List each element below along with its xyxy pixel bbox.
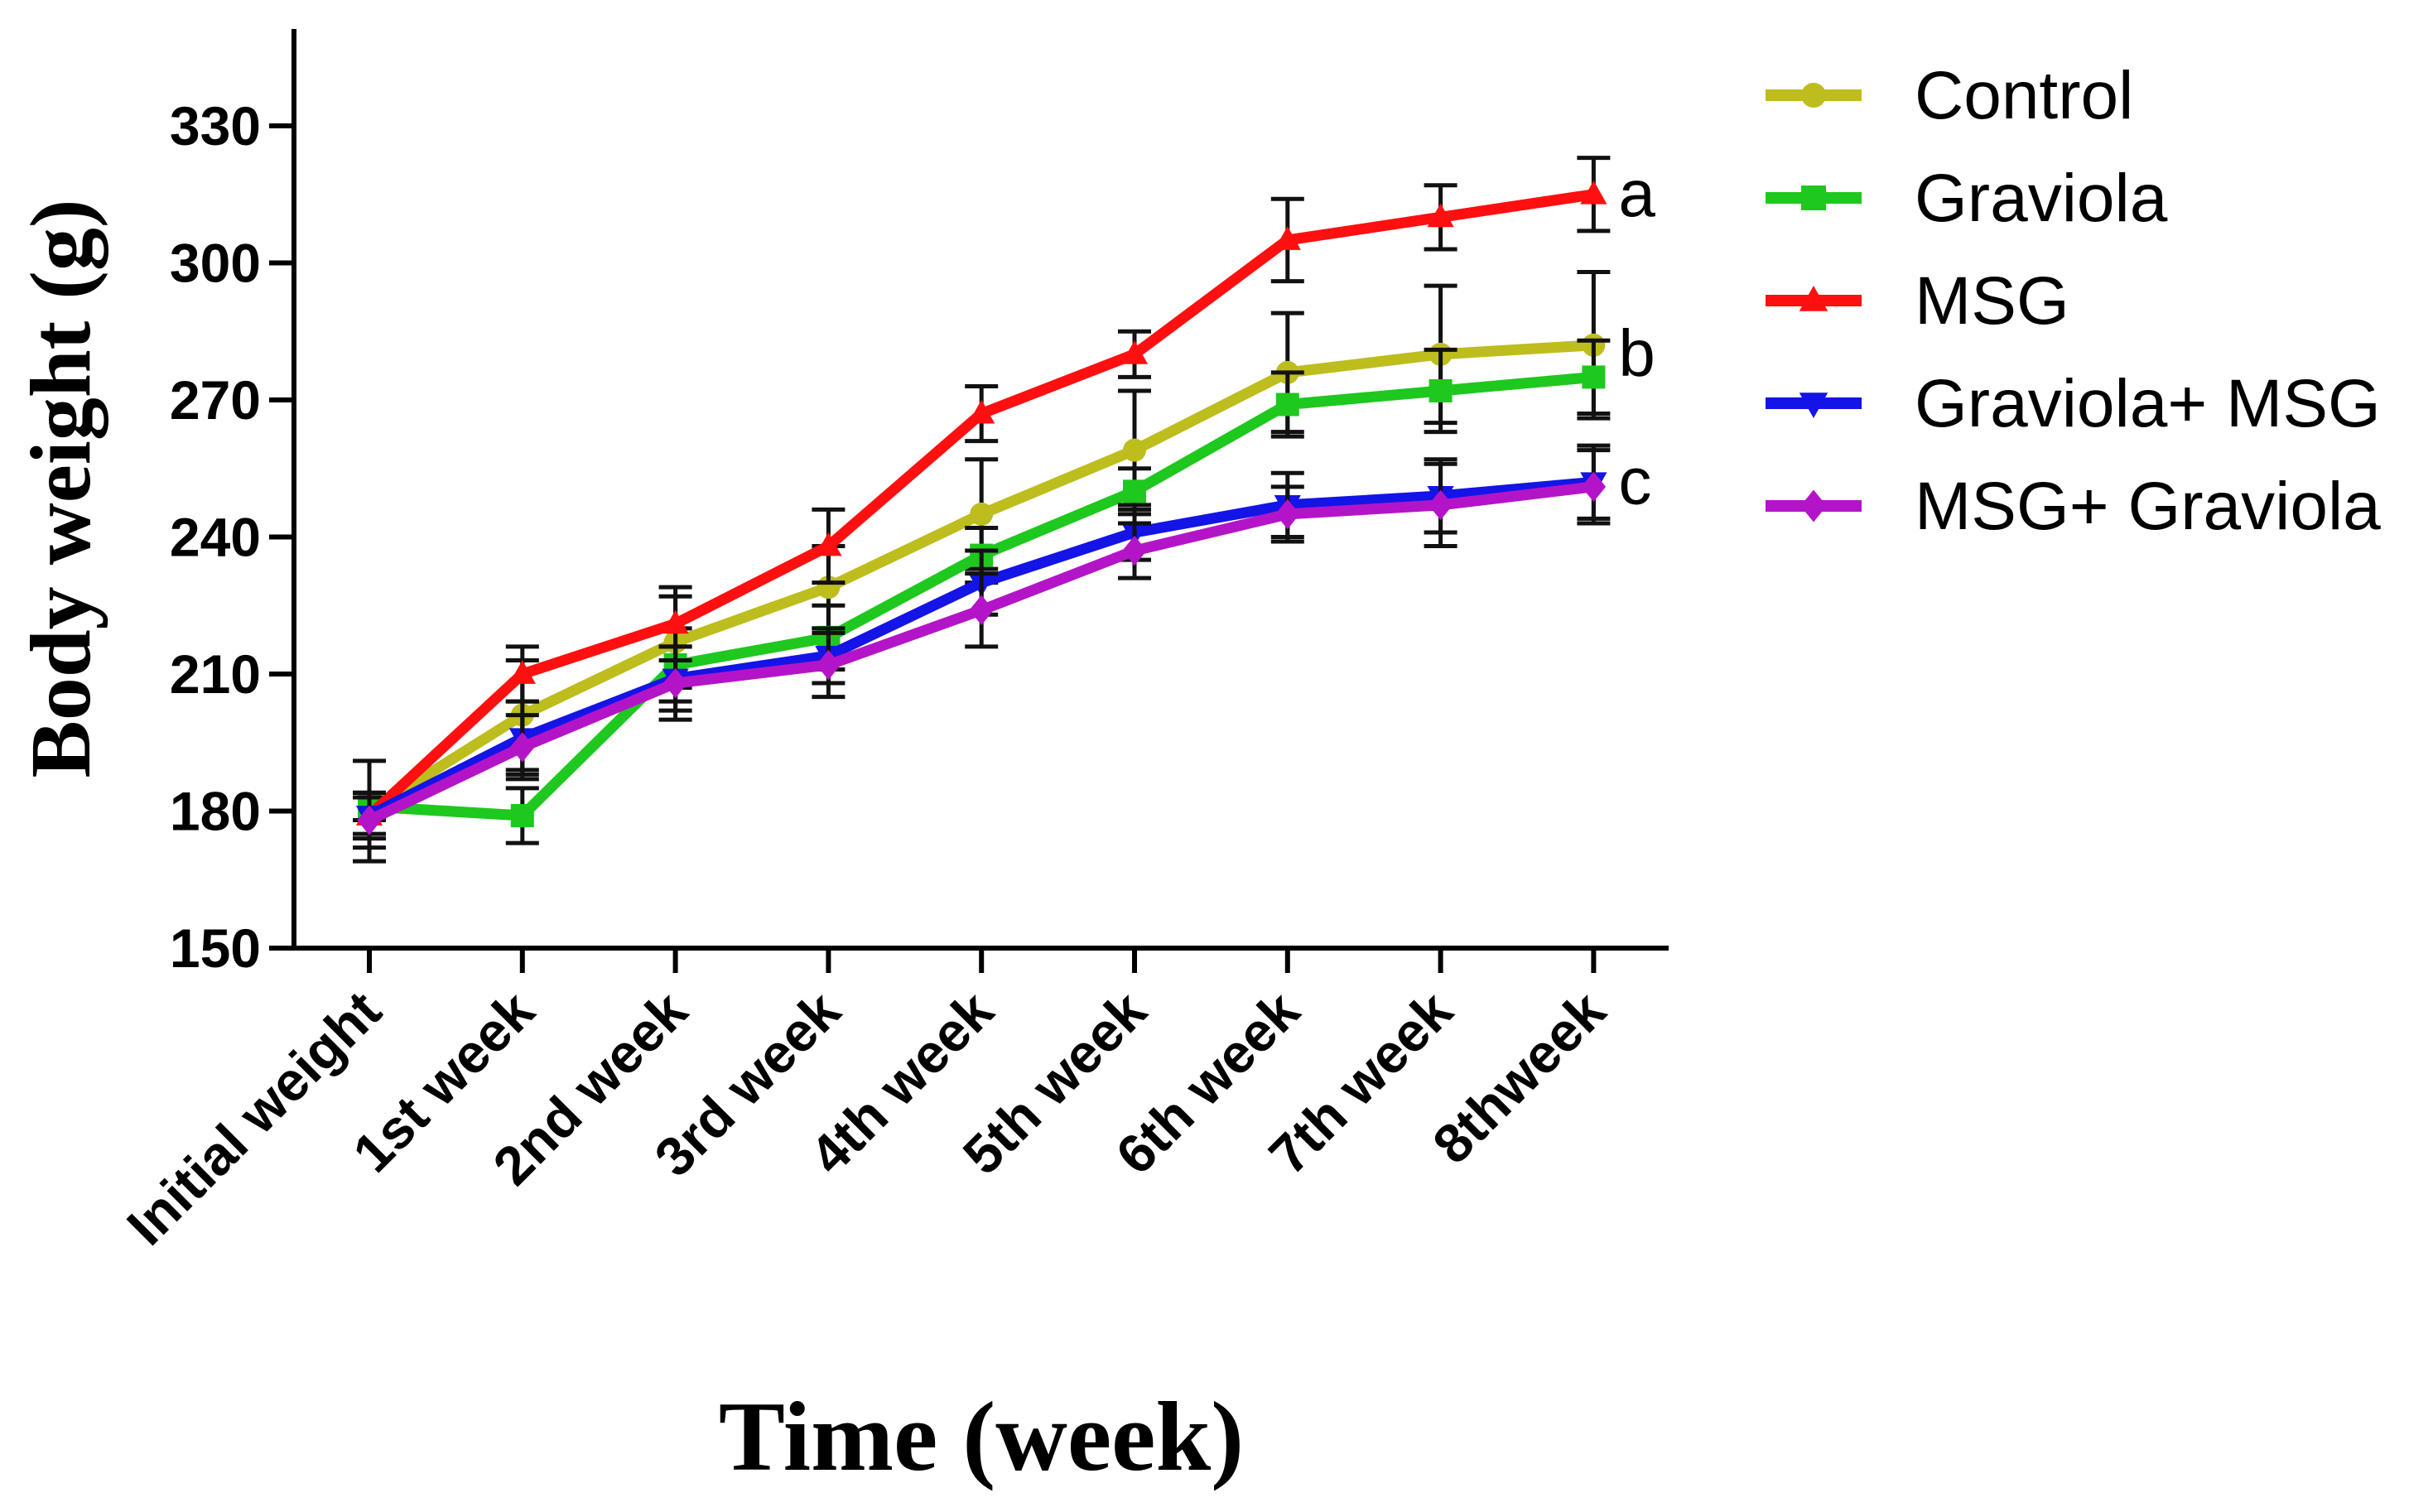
y-tick-label-210: 210	[170, 643, 261, 705]
point-msg-3	[815, 532, 842, 556]
x-tick-label-8thweek: 8thweek	[1421, 979, 1617, 1175]
y-axis-title: Body weight (g)	[13, 199, 108, 778]
point-msg-2	[662, 609, 689, 634]
legend-label-control: Control	[1915, 58, 2133, 133]
point-msg-8	[1580, 180, 1607, 205]
legend-marker-graviola	[1801, 185, 1826, 210]
annotations-group: a bc	[1618, 156, 1655, 518]
y-tick-label-270: 270	[170, 369, 261, 431]
point-control-5	[1123, 438, 1146, 462]
legend-item-graviola: Graviola	[1766, 161, 2168, 236]
point-graviola-6	[1275, 392, 1299, 417]
legend-marker-msg	[1799, 286, 1828, 311]
point-msg-graviola-0	[357, 805, 382, 835]
x-axis-title: Time (week)	[719, 1381, 1244, 1491]
legend-label-graviola: Graviola	[1915, 161, 2168, 236]
legend-marker-msg-graviola	[1800, 489, 1827, 522]
point-control-4	[970, 502, 994, 526]
legend-label-msg-graviola: MSG+ Graviola	[1915, 469, 2381, 544]
point-graviola-1	[510, 804, 534, 828]
point-msg-graviola-2	[662, 667, 688, 699]
point-msg-5	[1120, 340, 1149, 364]
point-msg-7	[1427, 203, 1454, 228]
legend-item-control: Control	[1766, 58, 2133, 133]
point-msg-graviola-4	[969, 595, 994, 625]
point-msg-graviola-6	[1275, 498, 1300, 530]
legend-item-graviola-msg: Graviola+ MSG	[1766, 366, 2381, 441]
series-msg-graviola	[353, 448, 1611, 850]
point-msg-graviola-3	[816, 649, 841, 681]
legend-marker-graviola-msg	[1799, 392, 1828, 418]
point-graviola-8	[1582, 365, 1606, 389]
point-graviola-7	[1428, 378, 1453, 402]
point-msg-graviola-5	[1122, 535, 1147, 566]
legend: Control Graviola MSG Graviola+ MSG MSG+ Grav…	[1766, 58, 2381, 544]
point-graviola-5	[1123, 479, 1146, 503]
x-tick-label-initial-weight: Initial weight	[115, 980, 393, 1257]
y-tick-label-330: 330	[170, 95, 261, 156]
legend-item-msg-graviola: MSG+ Graviola	[1766, 469, 2381, 544]
point-msg-1	[508, 660, 536, 684]
y-tick-label-240: 240	[170, 507, 261, 568]
point-msg-graviola-8	[1581, 471, 1607, 503]
y-tick-label-150: 150	[170, 917, 261, 979]
annotation-c: c	[1618, 444, 1651, 518]
legend-label-graviola-msg: Graviola+ MSG	[1915, 366, 2381, 441]
legend-label-msg: MSG	[1915, 263, 2069, 339]
point-msg-6	[1274, 226, 1301, 250]
y-tick-label-300: 300	[170, 233, 261, 294]
point-msg-graviola-7	[1428, 489, 1453, 521]
legend-item-msg: MSG	[1766, 263, 2069, 339]
point-msg-4	[968, 399, 995, 424]
point-msg-graviola-1	[510, 732, 535, 763]
annotation-b: b	[1618, 316, 1655, 390]
annotation-a: a	[1618, 156, 1655, 230]
y-tick-label-180: 180	[170, 781, 261, 842]
legend-marker-control	[1801, 83, 1826, 108]
series-group	[353, 156, 1611, 864]
